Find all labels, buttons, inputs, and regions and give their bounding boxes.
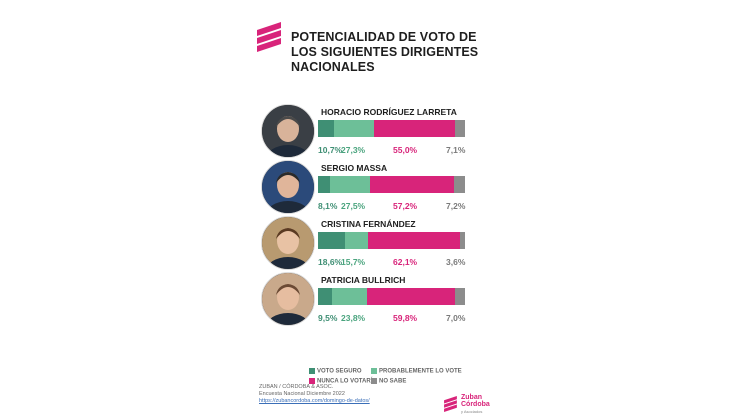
chart-title: POTENCIALIDAD DE VOTO DE LOS SIGUIENTES … xyxy=(291,30,501,75)
legend-item-probable: PROBABLEMENTE LO VOTE xyxy=(371,368,462,375)
bar-segment-nunca xyxy=(366,288,455,305)
source-line: ZUBAN / CÓRDOBA & ASOC. xyxy=(259,384,334,390)
title-line: POTENCIALIDAD DE VOTO DE xyxy=(291,30,477,44)
legend-label: PROBABLEMENTE LO VOTE xyxy=(379,368,462,375)
data-label-nunca: 55,0% xyxy=(393,145,418,155)
title-line: LOS SIGUIENTES DIRIGENTES xyxy=(291,45,479,59)
bar-segment-probable xyxy=(329,176,371,193)
bar-segment-no-sabe xyxy=(454,120,465,137)
data-label-probable: 27,3% xyxy=(341,145,366,155)
avatar xyxy=(261,216,315,270)
candidate-name: HORACIO RODRÍGUEZ LARRETA xyxy=(321,107,457,117)
data-label-seguro: 18,6% xyxy=(318,257,343,267)
candidate-row: HORACIO RODRÍGUEZ LARRETA 10,7% 27,3% 55,0%… xyxy=(261,104,491,160)
stacked-bar xyxy=(318,176,465,193)
person-photo-icon xyxy=(262,273,314,325)
bar-segment-seguro xyxy=(318,176,330,193)
legend-swatch xyxy=(371,368,377,374)
candidate-row: PATRICIA BULLRICH 9,5% 23,8% 59,8% 7,0% xyxy=(261,272,491,328)
data-label-no-sabe: 7,0% xyxy=(446,313,466,323)
legend-label: VOTO SEGURO xyxy=(317,368,362,375)
source-note: ZUBAN / CÓRDOBA & ASOC. Encuesta Naciona… xyxy=(259,384,429,405)
candidate-name: SERGIO MASSA xyxy=(321,163,388,173)
data-label-no-sabe: 3,6% xyxy=(446,257,466,267)
data-label-no-sabe: 7,1% xyxy=(446,145,466,155)
avatar xyxy=(261,272,315,326)
bar-segment-no-sabe xyxy=(454,176,465,193)
bar-segment-seguro xyxy=(318,288,332,305)
bar-segment-no-sabe xyxy=(459,232,465,249)
legend-swatch xyxy=(309,368,315,374)
source-link[interactable]: https://zubancordoba.com/domingo-de-dato… xyxy=(259,398,370,404)
bar-segment-probable xyxy=(331,288,367,305)
brand-name-line: Zuban xyxy=(461,394,482,401)
data-label-nunca: 59,8% xyxy=(393,313,418,323)
candidate-row: CRISTINA FERNÁNDEZ 18,6% 15,7% 62,1% 3,6% xyxy=(261,216,491,272)
legend-label: NUNCA LO VOTARÍA xyxy=(317,378,377,385)
person-photo-icon xyxy=(262,217,314,269)
legend-swatch xyxy=(309,378,315,384)
data-label-probable: 15,7% xyxy=(341,257,366,267)
data-label-seguro: 8,1% xyxy=(318,201,338,211)
brand-small-logo-icon xyxy=(444,396,457,412)
avatar xyxy=(261,104,315,158)
legend-item-no-sabe: NO SABE xyxy=(371,378,406,385)
data-label-no-sabe: 7,2% xyxy=(446,201,466,211)
data-label-probable: 23,8% xyxy=(341,313,366,323)
brand-logo-icon xyxy=(257,22,281,52)
candidate-name: PATRICIA BULLRICH xyxy=(321,275,406,285)
source-line: Encuesta Nacional Diciembre 2022 xyxy=(259,391,345,397)
stacked-bar xyxy=(318,232,465,249)
brand-subtitle: y Asociados xyxy=(461,409,483,414)
data-label-seguro: 10,7% xyxy=(318,145,343,155)
brand-name-line: Córdoba xyxy=(461,401,490,408)
person-photo-icon xyxy=(262,161,314,213)
bar-segment-nunca xyxy=(373,120,455,137)
candidate-row: SERGIO MASSA 8,1% 27,5% 57,2% 7,2% xyxy=(261,160,491,216)
bar-segment-seguro xyxy=(318,232,346,249)
avatar xyxy=(261,160,315,214)
bar-segment-nunca xyxy=(370,176,455,193)
data-label-nunca: 62,1% xyxy=(393,257,418,267)
legend-item-nunca: NUNCA LO VOTARÍA xyxy=(309,378,377,385)
data-label-probable: 27,5% xyxy=(341,201,366,211)
bar-segment-probable xyxy=(345,232,369,249)
bar-segment-seguro xyxy=(318,120,334,137)
data-label-nunca: 57,2% xyxy=(393,201,418,211)
legend-item-seguro: VOTO SEGURO xyxy=(309,368,362,375)
stacked-bar xyxy=(318,120,465,137)
bar-segment-nunca xyxy=(368,232,460,249)
bar-segment-no-sabe xyxy=(454,288,465,305)
bar-segment-probable xyxy=(333,120,374,137)
person-photo-icon xyxy=(262,105,314,157)
stacked-bar xyxy=(318,288,465,305)
candidate-name: CRISTINA FERNÁNDEZ xyxy=(321,219,416,229)
brand-name: Zuban Córdoba xyxy=(461,394,490,408)
legend-label: NO SABE xyxy=(379,378,407,385)
legend-swatch xyxy=(371,378,377,384)
title-line: NACIONALES xyxy=(291,60,375,74)
data-label-seguro: 9,5% xyxy=(318,313,338,323)
brand-footer: Zuban Córdoba y Asociados xyxy=(443,394,495,416)
chart-panel: POTENCIALIDAD DE VOTO DE LOS SIGUIENTES … xyxy=(251,0,500,420)
